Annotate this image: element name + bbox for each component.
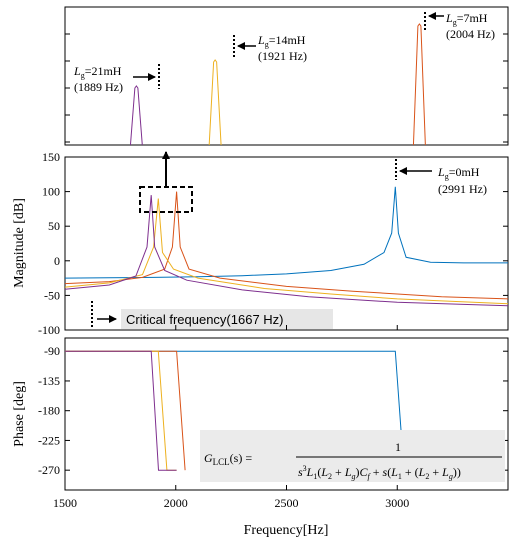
annotation-lg-14mh: Lg=14mH (1921 Hz) — [233, 33, 307, 63]
phase-series-line-3 — [65, 350, 177, 471]
xtick-label: 1500 — [53, 496, 77, 510]
formula-lhs: GLCL(s) = — [204, 451, 252, 467]
annotation-lg-14mh-freq: (1921 Hz) — [258, 49, 307, 63]
xtick-label: 3000 — [385, 496, 409, 510]
magnitude-ytick-label: 0 — [54, 254, 60, 268]
zoom-panel-ticks — [65, 6, 508, 143]
annotation-lg-0mh: Lg=0mH (2991 Hz) — [395, 159, 487, 196]
phase-ytick-label: -135 — [38, 374, 60, 388]
annotation-lg-21mh-label: Lg=21mH — [73, 64, 122, 80]
magnitude-series-line-1 — [65, 191, 508, 300]
formula-denominator: s3L1(L2 + Lg)Cf + s(L1 + (L2 + Lg)) — [298, 464, 461, 481]
magnitude-series-line-0 — [65, 186, 508, 279]
annotation-lg-7mh-freq: (2004 Hz) — [446, 27, 495, 41]
magnitude-series-line-2 — [65, 198, 508, 305]
magnitude-axis-label: Magnitude [dB] — [12, 198, 27, 288]
phase-ytick-label: -90 — [44, 344, 60, 358]
x-axis-label: Frequency[Hz] — [244, 523, 329, 538]
transfer-function-formula: GLCL(s) = 1 s3L1(L2 + Lg)Cf + s(L1 + (L2… — [200, 430, 505, 482]
magnitude-ytick-label: -100 — [38, 323, 60, 337]
phase-ytick-label: -270 — [38, 463, 60, 477]
magnitude-ytick-label: 50 — [48, 219, 60, 233]
zoom-series-spike-0 — [129, 85, 143, 145]
annotation-lg-7mh-label: Lg=7mH — [445, 11, 488, 27]
formula-box — [200, 430, 505, 482]
critical-frequency-box — [121, 309, 333, 329]
magnitude-ytick-label: 150 — [42, 150, 60, 164]
annotation-lg-21mh: Lg=21mH (1889 Hz) — [73, 64, 160, 94]
zoom-series-spike-1 — [208, 59, 222, 145]
annotation-lg-14mh-label: Lg=14mH — [257, 33, 306, 49]
critical-frequency-label: Critical frequency(1667 Hz) — [126, 312, 284, 327]
magnitude-series-line-3 — [65, 195, 508, 307]
zoom-series-spike-2 — [412, 23, 426, 145]
phase-series-line-2 — [65, 350, 177, 471]
annotation-lg-21mh-freq: (1889 Hz) — [74, 80, 123, 94]
annotation-lg-0mh-freq: (2991 Hz) — [438, 182, 487, 196]
magnitude-ytick-label: -50 — [44, 288, 60, 302]
xtick-label: 2000 — [164, 496, 188, 510]
zoom-panel-frame — [64, 6, 509, 146]
xtick-label: 2500 — [275, 496, 299, 510]
magnitude-ytick-label: 100 — [42, 185, 60, 199]
phase-ytick-label: -225 — [38, 433, 60, 447]
annotation-lg-7mh: Lg=7mH (2004 Hz) — [424, 11, 495, 41]
phase-axis-label: Phase [deg] — [12, 381, 27, 447]
phase-series-line-1 — [65, 350, 186, 471]
zoom-region-box — [139, 186, 193, 213]
annotation-lg-0mh-label: Lg=0mH — [437, 165, 480, 181]
phase-ytick-label: -180 — [38, 404, 60, 418]
formula-numerator: 1 — [395, 440, 401, 454]
critical-frequency-annotation: Critical frequency(1667 Hz) — [91, 301, 333, 329]
